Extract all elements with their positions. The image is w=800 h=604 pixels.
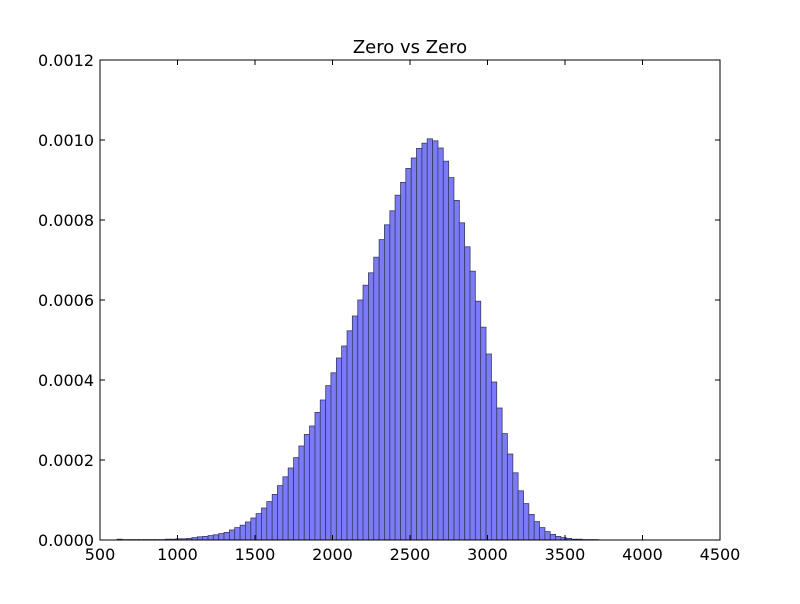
histogram-bar [481,327,486,540]
histogram-bar [203,536,208,540]
histogram-bar [502,434,507,540]
histogram-bar [320,400,325,540]
x-tick-label: 3500 [545,545,586,564]
histogram-bar [229,530,234,540]
histogram-bar [336,358,341,540]
histogram-bar [379,240,384,540]
histogram-bar [556,536,561,540]
x-tick-label: 3000 [467,545,508,564]
histogram-bar [465,247,470,540]
histogram-bar [358,300,363,540]
histogram-bar [497,408,502,540]
histogram-bar [491,382,496,540]
x-tick-label: 4000 [622,545,663,564]
histogram-bar [534,522,539,540]
histogram-bar [315,412,320,540]
x-tick-label: 2000 [312,545,353,564]
histogram-bar [550,534,555,540]
histogram-bar [422,143,427,540]
histogram-bar [256,514,261,540]
histogram-bar [470,271,475,540]
histogram-bar [304,434,309,540]
y-tick-label: 0.0012 [38,51,94,70]
histogram-bar [384,225,389,540]
histogram-bar [454,200,459,540]
histogram-bar [433,141,438,540]
histogram-bar [513,473,518,540]
histogram-bar [406,168,411,540]
histogram-bar [411,158,416,540]
histogram-bar [224,532,229,540]
histogram-bar [235,528,240,540]
y-tick-label: 0.0002 [38,451,94,470]
histogram-bar [262,508,267,540]
y-tick-label: 0.0010 [38,131,94,150]
y-tick-label: 0.0006 [38,291,94,310]
histogram-bar [245,522,250,540]
histogram-bar [427,139,432,540]
histogram-bar [299,446,304,540]
histogram-bar [347,331,352,540]
histogram-bar [326,386,331,540]
histogram-bar [277,486,282,540]
histogram-bar [401,182,406,540]
x-tick-label: 1000 [157,545,198,564]
y-tick-label: 0.0008 [38,211,94,230]
histogram-bar [272,494,277,540]
histogram-bar [449,178,454,540]
histogram-bar [213,535,218,540]
histogram-bar [486,354,491,540]
histogram-bar [283,477,288,540]
histogram-bar [363,285,368,540]
histogram-bar [459,223,464,540]
histogram-bar [475,301,480,540]
histogram-bar [352,316,357,540]
histogram-bar [208,536,213,540]
x-tick-label: 1500 [235,545,276,564]
chart-title: Zero vs Zero [353,37,467,58]
x-tick-label: 4500 [700,545,741,564]
x-tick-label: 2500 [390,545,431,564]
histogram-bar [507,454,512,540]
histogram-bar [288,468,293,540]
histogram-bar [240,525,245,540]
histogram-bar [390,211,395,540]
histogram-bar [438,148,443,540]
histogram-bar [374,257,379,540]
histogram-bar [310,426,315,540]
histogram-bar [267,502,272,540]
histogram-bar [294,458,299,540]
histogram-bar [331,373,336,540]
histogram-bar [368,273,373,540]
histogram-bar [529,514,534,540]
histogram-bar [545,532,550,540]
histogram-bar [342,346,347,540]
histogram-bar [540,528,545,540]
histogram-bar [523,504,528,540]
histogram-bar [417,148,422,540]
y-tick-label: 0.0004 [38,371,94,390]
histogram-bar [518,491,523,540]
histogram-bar [395,195,400,540]
histogram-bar [219,534,224,540]
y-tick-label: 0.0000 [38,531,94,550]
histogram-bar [443,161,448,540]
